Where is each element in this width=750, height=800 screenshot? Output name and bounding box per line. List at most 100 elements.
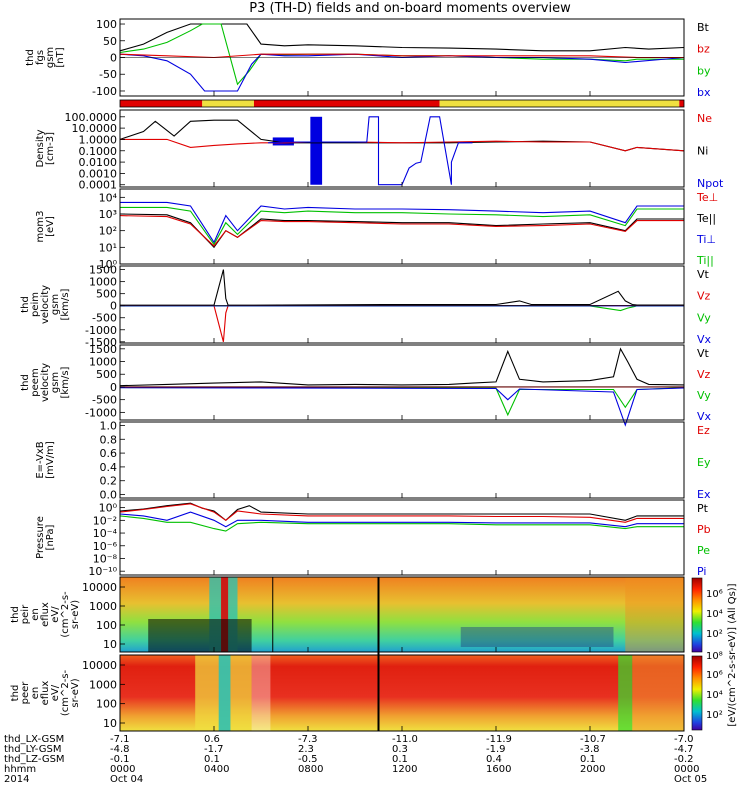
mode-bar-segment <box>202 100 254 107</box>
fgs-ylabel: thd <box>25 49 36 66</box>
density-panel-frame <box>119 109 685 188</box>
density-npot-block <box>310 116 323 185</box>
fgs-legend-bx: bx <box>697 86 711 99</box>
ion_spec-ytick-label: 10 <box>103 638 117 651</box>
density-npot-block <box>272 137 294 146</box>
fgs-series-line-black <box>119 23 685 52</box>
ion-spectrogram-feature <box>460 627 614 647</box>
elec_spec-ylabel: peer <box>20 681 31 705</box>
vi-legend-vy: Vy <box>697 311 711 324</box>
vi-ylabel: peim <box>30 292 41 317</box>
efield-ytick-label: 0.4 <box>100 461 118 474</box>
vi-ytick-label: -1500 <box>85 336 117 349</box>
efield-ytick-label: 0.6 <box>100 447 118 460</box>
density-ytick-label: 100.0000 <box>65 111 118 124</box>
ve-ytick-label: 1000 <box>89 356 117 369</box>
footer-ly-value: -1.7 <box>204 744 224 755</box>
footer-row-label: thd_LZ-GSM <box>4 754 65 765</box>
mode-bar-frame <box>119 99 685 108</box>
footer-lz-value: 0.4 <box>486 754 502 765</box>
vi-ylabel: gsm <box>50 294 61 315</box>
colorbar-tick-label: 10² <box>706 710 723 721</box>
footer-lx-value: -7.0 <box>674 734 694 745</box>
pressure-legend-pb: Pb <box>697 523 711 536</box>
ve-ytick-label: 1500 <box>89 343 117 356</box>
pressure-ytick-label: 10⁻¹⁰ <box>88 565 117 578</box>
footer-lz-value: 0.1 <box>580 754 596 765</box>
vi-series-line-green <box>120 305 684 312</box>
temp-ytick-label: 10³ <box>99 208 117 221</box>
temp-legend-te⊥: Te⊥ <box>696 191 718 204</box>
footer-ly-value: 2.3 <box>298 744 314 755</box>
ion-spectrogram-feature <box>625 577 684 652</box>
mode-bar-segment <box>439 100 680 107</box>
footer-hhmm-value: 0000 <box>674 764 699 775</box>
ve-legend-vx: Vx <box>697 410 712 423</box>
fgs-ytick-label: -50 <box>99 68 117 81</box>
footer-lx-value: -11.0 <box>392 734 418 745</box>
footer-hhmm-value: 0800 <box>298 764 323 775</box>
pressure-ylabel: Pressure <box>35 516 46 559</box>
footer-hhmm-value: 1600 <box>486 764 511 775</box>
temp-ylabel: [eV] <box>45 216 56 237</box>
fgs-ylabel: [nT] <box>55 47 66 67</box>
elec_spec-ylabel: eV/ <box>50 684 61 701</box>
mode-bar-segment <box>679 100 684 107</box>
ion-spectrogram-feature <box>221 577 229 652</box>
elec_spec-ytick-label: 10 <box>103 717 117 730</box>
footer-lz-value: 0.1 <box>204 754 220 765</box>
efield-ytick-label: 0.8 <box>100 433 118 446</box>
ve-ylabel: peem <box>30 368 41 396</box>
elec_spec-ylabel: (cm^2-s- <box>60 669 71 716</box>
fgs-series-line-green <box>119 23 684 86</box>
colorbar-tick-label: 10² <box>706 629 723 640</box>
pressure-series-line-blue <box>119 511 684 528</box>
footer-row-label: 2014 <box>4 774 29 785</box>
ve-ylabel: [km/s] <box>60 366 71 398</box>
density-legend-ni: Ni <box>697 145 708 158</box>
pressure-series-line-green <box>119 515 684 532</box>
footer-lx-value: -10.7 <box>580 734 606 745</box>
density-ylabel: [cm-3] <box>45 132 56 165</box>
electron-spectrogram-feature <box>618 655 633 731</box>
density-ytick-label: 10.0000 <box>72 122 118 135</box>
ion_spec-ytick-label: 100 <box>96 619 117 632</box>
ve-ylabel: gsm <box>50 372 61 393</box>
ion_spec-ylabel: thd <box>10 606 21 623</box>
temp-ylabel: mom3 <box>35 211 46 243</box>
electron-spectrogram-feature <box>632 655 684 731</box>
pressure-ytick-label: 10⁻² <box>93 514 117 527</box>
density-ytick-label: 1.0000 <box>79 133 118 146</box>
vi-series-line-black <box>120 269 684 306</box>
vi-ylabel: velocity <box>40 285 51 324</box>
footer-hhmm-value: 2000 <box>580 764 605 775</box>
ve-ylabel: thd <box>20 374 31 391</box>
pressure-legend-pt: Pt <box>697 502 709 515</box>
footer-date-value: Oct 05 <box>674 774 707 785</box>
efield-legend-ex: Ex <box>697 488 711 501</box>
pressure-ytick-label: 10⁰ <box>99 502 118 515</box>
vi-ytick-label: 500 <box>96 288 117 301</box>
ion_spec-ylabel: eflux <box>40 602 51 627</box>
ve-legend-vy: Vy <box>697 389 711 402</box>
elec_spec-ylabel: en <box>30 687 41 700</box>
elec_spec-ylabel: thd <box>10 685 21 702</box>
footer-lx-value: -7.3 <box>298 734 318 745</box>
efield-ylabel: E=-VxB <box>35 441 46 478</box>
colorbar-tick-label: 10⁶ <box>706 589 723 600</box>
ve-series-line-green <box>119 386 685 417</box>
vi-legend-vx: Vx <box>697 333 712 346</box>
electron-spectrogram-feature <box>251 655 271 731</box>
efield-legend-ez: Ez <box>697 424 710 437</box>
ion_spec-ylabel: sr-eV) <box>70 600 81 629</box>
colorbar-tick-label: 10⁸ <box>706 651 723 662</box>
vi-ylabel: [km/s] <box>60 288 71 320</box>
elec_spec-ytick-label: 100 <box>96 698 117 711</box>
footer-lz-value: -0.5 <box>298 754 318 765</box>
fgs-legend-bz: bz <box>697 43 710 56</box>
electron-spectrogram-feature <box>218 655 231 731</box>
vi-ytick-label: 0 <box>110 300 117 313</box>
ion_spec-ylabel: eV/ <box>50 606 61 623</box>
density-series-line-blue <box>268 116 473 186</box>
